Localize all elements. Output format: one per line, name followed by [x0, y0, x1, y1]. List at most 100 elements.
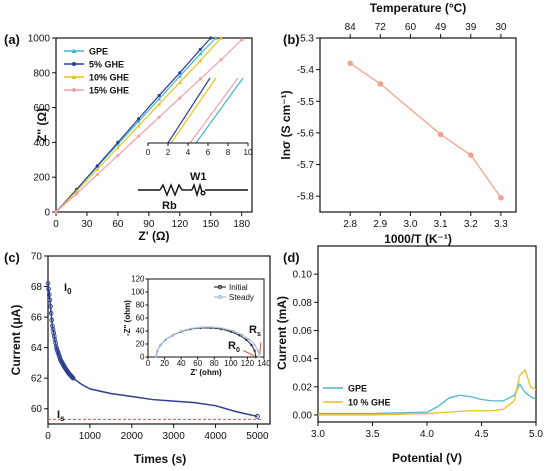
d-ytick-label: 0.02 — [293, 382, 313, 393]
inset-point — [232, 329, 235, 333]
d-legend-label: 10 % GHE — [348, 398, 391, 408]
circuit-label-w1: W1 — [190, 171, 207, 183]
c-inset-xtick-label: 0 — [146, 359, 151, 368]
panel-c-ylabel: Current (μA) — [9, 305, 23, 376]
panel-c-label: (c) — [4, 250, 20, 265]
d-legend-label: GPE — [348, 384, 367, 394]
inset-tick-label: 10 — [244, 148, 253, 157]
a-xtick-label: 180 — [233, 219, 250, 230]
c-line — [47, 283, 258, 418]
label-i0: I0 — [64, 282, 72, 296]
c-xtick-label: 1000 — [79, 431, 102, 442]
a-point — [219, 58, 223, 62]
rs-arrow — [259, 342, 262, 355]
b-ytick-label: -5.8 — [297, 192, 315, 203]
panel-d: (d) 3.0 3.5 4.0 4.5 5.0 0.00 0.02 0.04 0.06 0.08 0… — [275, 245, 543, 465]
b-point — [347, 60, 353, 67]
inset-point — [245, 338, 248, 342]
inset-point — [248, 338, 251, 341]
c-point — [254, 413, 260, 419]
a-point — [115, 145, 120, 150]
inset-point — [190, 327, 193, 330]
legend-label: 5% GHE — [89, 60, 124, 70]
inset-point — [156, 349, 159, 352]
a-ytick-label: 800 — [33, 68, 50, 79]
panel-d-legend: GPE 10 % GHE — [323, 384, 391, 408]
panel-b-top-xlabel: Temperature (°C) — [370, 1, 467, 15]
c-inset-xtick-label: 20 — [160, 359, 169, 368]
c-ytick-label: 66 — [31, 313, 43, 324]
a-point — [116, 153, 120, 158]
b-xtick-label: 3.1 — [434, 219, 448, 230]
a-point — [240, 38, 244, 42]
inset-line — [167, 77, 211, 144]
a-point — [177, 80, 182, 84]
a-xtick-label: 60 — [112, 219, 124, 230]
c-ytick-label: 70 — [31, 252, 43, 263]
b-line — [349, 62, 502, 199]
c-ytick-label: 68 — [31, 282, 43, 293]
c-point — [49, 317, 55, 323]
a-point — [198, 58, 203, 63]
panel-a-inset: 0 2 4 6 8 10 Rb W1 — [138, 77, 253, 212]
legend-label: 10% GHE — [89, 73, 129, 83]
panel-b-label: (b) — [283, 32, 300, 47]
a-point — [116, 140, 120, 144]
c-xtick-label: 2000 — [121, 431, 144, 442]
a-point — [136, 123, 141, 128]
c-ytick-label: 60 — [31, 404, 43, 415]
a-xtick-label: 30 — [81, 219, 93, 230]
d-xtick-label: 4.5 — [475, 429, 489, 440]
inset-point — [159, 343, 162, 347]
a-ytick-label: 600 — [33, 103, 50, 114]
panel-a-label: (a) — [4, 32, 20, 47]
c-point — [45, 281, 51, 286]
panel-a-frame — [55, 37, 253, 213]
b-ytick-label: -5.6 — [297, 128, 315, 139]
legend-label: 15% GHE — [89, 86, 129, 96]
circuit-diagram — [138, 182, 248, 198]
c-inset-xtick-label: 100 — [224, 359, 238, 368]
d-xtick-label: 5.0 — [529, 429, 543, 440]
inset-tick-label: 8 — [226, 148, 231, 157]
panel-a-legend: GPE 5% GHE 10% GHE 15% GHE — [64, 47, 129, 96]
panel-d-xlabel: Potential (V) — [392, 451, 462, 465]
c-point — [70, 375, 75, 380]
c-inset-ytick-label: 80 — [136, 301, 145, 310]
inset-line — [195, 77, 244, 144]
c-inset-ytick-label: 0 — [140, 353, 145, 362]
b-xtick-label: 2.9 — [373, 219, 387, 230]
inset-point — [257, 355, 261, 359]
a-point — [198, 47, 203, 51]
label-r0: R0 — [228, 340, 240, 354]
b-ytick-label: -5.3 — [297, 34, 315, 45]
r0-arrow — [243, 350, 255, 357]
a-xtick-label: 0 — [53, 219, 59, 230]
a-point — [54, 210, 58, 214]
b-xtick-label: 3.2 — [464, 219, 478, 230]
inset-point — [211, 326, 215, 329]
b-point — [498, 194, 504, 201]
panel-c-xlabel: Times (s) — [134, 452, 186, 466]
b-ytick-label: -5.7 — [297, 160, 315, 171]
inset-point — [238, 334, 241, 337]
a-point — [75, 192, 79, 196]
inset-point — [180, 329, 184, 333]
a-ytick-label: 0 — [44, 208, 50, 219]
inset-tick-label: 0 — [146, 148, 151, 157]
panel-b: (b) Temperature (°C) 2.8 2.9 3.0 3.1 3.2 3.3 -… — [279, 1, 517, 246]
a-point — [177, 74, 182, 78]
inset-point — [256, 349, 260, 352]
label-rs: Rs — [249, 324, 261, 338]
panel-a-xlabel: Z' (Ω) — [138, 229, 169, 243]
panel-b-ylabel: lnσ (S cm⁻¹) — [279, 90, 293, 159]
legend-marker — [71, 74, 77, 79]
panel-d-ylabel: Current (mA) — [275, 296, 289, 370]
a-ytick-label: 400 — [33, 138, 50, 149]
b-point — [467, 152, 474, 158]
b-toptick-label: 49 — [435, 22, 447, 33]
d-ytick-label: 0.04 — [293, 354, 313, 365]
